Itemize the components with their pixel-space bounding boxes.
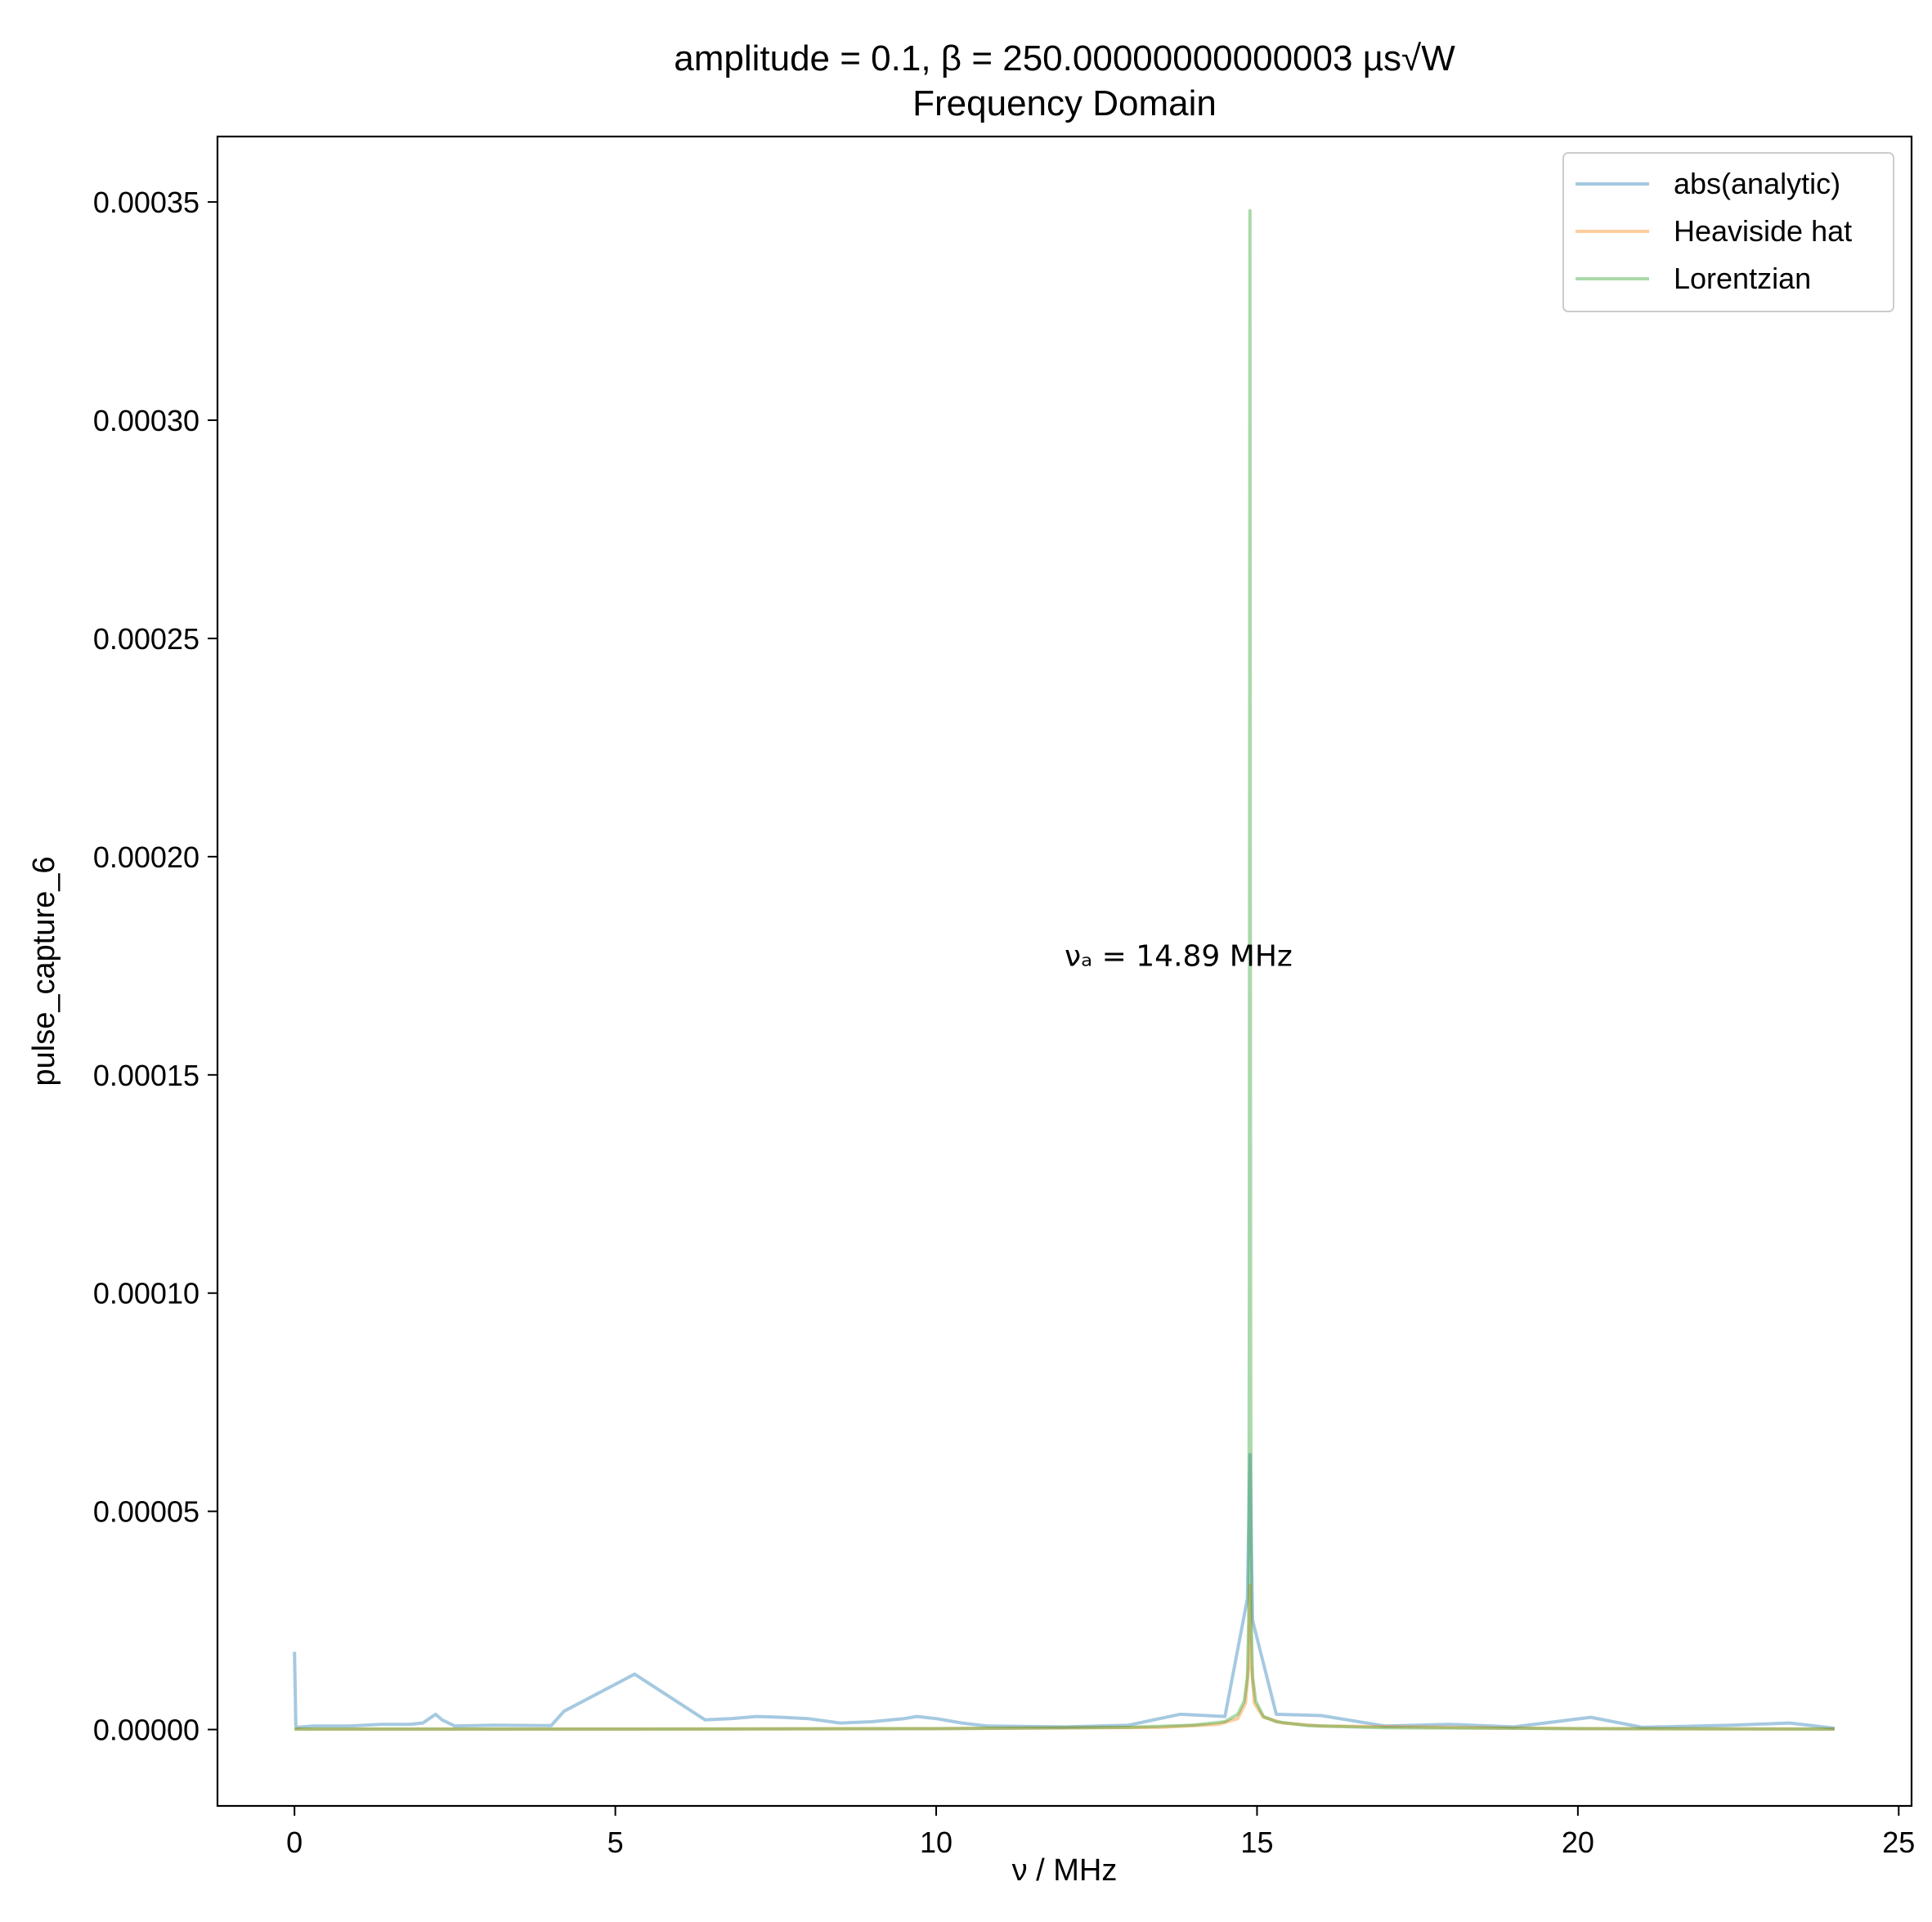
y-axis-label: pulse_capture_6	[27, 857, 61, 1086]
legend: abs(analytic) Heaviside hat Lorentzian	[1562, 152, 1894, 312]
x-tick-label: 20	[1562, 1826, 1594, 1859]
y-tick-label: 0.00020	[93, 840, 199, 874]
y-tick-label: 0.00035	[93, 186, 199, 219]
plot-frame	[216, 135, 1913, 1808]
y-tick-label: 0.00015	[93, 1059, 199, 1092]
legend-label-lorentzian: Lorentzian	[1674, 262, 1811, 295]
legend-box	[1562, 152, 1894, 312]
x-tick-label: 0	[286, 1826, 303, 1859]
chart-title-line-1: amplitude = 0.1, β = 250.00000000000003 …	[674, 38, 1455, 78]
legend-label-abs-analytic: abs(analytic)	[1674, 167, 1840, 200]
y-tick-label: 0.00025	[93, 622, 199, 656]
series-line-abs-analytic	[293, 1453, 1836, 1730]
peak-annotation: νₐ = 14.89 MHz	[1065, 939, 1293, 973]
y-tick-label: 0.00030	[93, 404, 199, 437]
series-layer	[293, 208, 1836, 1731]
y-tick-label: 0.00005	[93, 1495, 199, 1529]
axis-ticks: 0 5 10 15 20 25 0.00000 0.00005 0.00010 0.00015 0.…	[93, 186, 1915, 1859]
y-tick-label: 0.00010	[93, 1277, 199, 1310]
x-tick-label: 15	[1240, 1826, 1273, 1859]
series-line-lorentzian	[294, 208, 1835, 1731]
chart-title-line-2: Frequency Domain	[912, 83, 1217, 123]
y-tick-label: 0.00000	[93, 1714, 199, 1747]
x-tick-label: 25	[1882, 1826, 1915, 1859]
x-tick-label: 5	[607, 1826, 624, 1859]
x-tick-label: 10	[920, 1826, 953, 1859]
series-line-heaviside-hat	[294, 1584, 1835, 1731]
x-axis-label: ν / MHz	[1012, 1853, 1118, 1888]
legend-label-heaviside-hat: Heaviside hat	[1674, 214, 1852, 248]
